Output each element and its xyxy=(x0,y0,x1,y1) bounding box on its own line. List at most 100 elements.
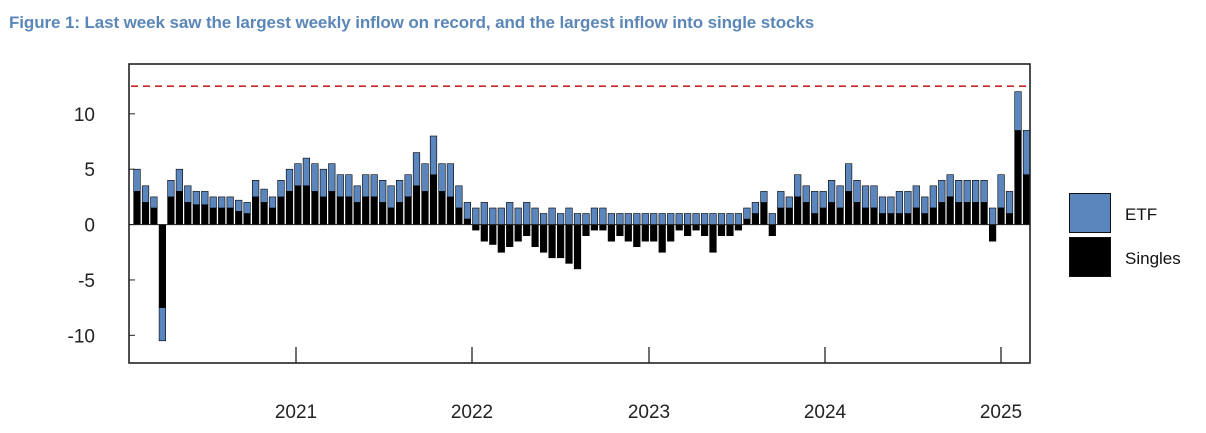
x-tick-label: 2021 xyxy=(275,402,317,423)
bar-etf xyxy=(1005,191,1014,214)
bar-etf xyxy=(802,185,810,203)
bar-singles xyxy=(226,207,234,225)
y-tick-label: -5 xyxy=(78,271,95,292)
bar-singles xyxy=(379,202,387,225)
bar-singles xyxy=(700,224,709,237)
bar-etf xyxy=(514,207,522,225)
bar-etf xyxy=(582,213,590,225)
bar-etf xyxy=(836,185,844,209)
bar-singles xyxy=(802,202,810,225)
bar-singles xyxy=(455,207,463,225)
bar-etf xyxy=(235,199,243,212)
bar-singles xyxy=(582,224,590,237)
bar-singles xyxy=(506,224,514,248)
bar-etf xyxy=(751,202,759,214)
bar-singles xyxy=(370,196,378,225)
bar-singles xyxy=(607,224,615,242)
bar-singles xyxy=(421,191,429,225)
bar-etf xyxy=(667,213,675,225)
bar-etf xyxy=(218,196,226,209)
bar-singles xyxy=(150,207,158,225)
bar-singles xyxy=(218,207,226,225)
bar-singles xyxy=(768,224,776,237)
bar-singles xyxy=(311,191,319,225)
bar-singles xyxy=(971,202,980,225)
bar-etf xyxy=(904,191,912,214)
bar-singles xyxy=(463,218,472,225)
bar-singles xyxy=(929,207,937,225)
bar-singles xyxy=(726,224,734,237)
bar-singles xyxy=(717,224,726,237)
bar-etf xyxy=(531,207,539,225)
bar-singles xyxy=(209,207,217,225)
bar-etf xyxy=(175,168,184,192)
bar-etf xyxy=(252,180,260,198)
bar-singles xyxy=(192,204,200,225)
bar-singles xyxy=(870,207,878,225)
bar-etf xyxy=(692,213,700,225)
bar-etf xyxy=(565,207,573,225)
y-tick-label: 0 xyxy=(84,216,95,237)
bar-singles xyxy=(158,224,167,309)
bar-singles xyxy=(141,202,150,225)
legend-label-singles: Singles xyxy=(1125,249,1181,268)
bar-etf xyxy=(387,185,395,209)
x-tick-label: 2023 xyxy=(628,402,670,423)
bar-singles xyxy=(175,191,184,225)
bar-singles xyxy=(785,207,793,225)
bar-etf xyxy=(633,213,641,225)
bar-singles xyxy=(980,202,988,225)
bar-etf xyxy=(768,213,776,225)
bar-singles xyxy=(895,213,903,225)
bar-singles xyxy=(167,196,175,225)
bar-singles xyxy=(497,224,505,253)
bar-etf xyxy=(472,207,480,225)
bar-etf xyxy=(641,213,649,225)
bar-etf xyxy=(844,163,853,192)
bar-etf xyxy=(133,168,141,192)
bar-singles xyxy=(285,191,294,225)
bar-etf xyxy=(319,168,328,198)
bar-etf xyxy=(226,196,234,209)
bar-singles xyxy=(844,191,853,225)
bar-etf xyxy=(853,180,861,203)
bar-etf xyxy=(294,163,302,187)
bar-singles xyxy=(675,224,683,231)
bar-singles xyxy=(861,207,870,225)
bar-etf xyxy=(794,174,802,198)
bar-etf xyxy=(946,174,954,198)
bar-singles xyxy=(514,224,522,242)
bar-singles xyxy=(743,218,751,225)
bar-etf xyxy=(658,213,666,225)
bar-etf xyxy=(523,202,531,225)
bar-singles xyxy=(836,207,844,225)
bar-etf xyxy=(421,163,429,192)
bar-singles xyxy=(827,202,836,225)
bar-singles xyxy=(760,202,768,225)
bar-etf xyxy=(955,180,963,203)
x-axis: 2021 2022 2023 2024 2025 xyxy=(275,347,1022,423)
x-tick-label: 2024 xyxy=(804,402,847,423)
bar-singles xyxy=(294,185,302,225)
bar-singles xyxy=(353,202,361,225)
bar-etf xyxy=(1014,91,1022,131)
bar-singles xyxy=(328,191,336,225)
bar-singles xyxy=(599,224,607,231)
bar-etf xyxy=(988,207,997,225)
bar-etf xyxy=(480,202,488,225)
bar-etf xyxy=(878,196,887,214)
bar-etf xyxy=(743,207,751,220)
bar-singles xyxy=(811,213,819,225)
bar-etf xyxy=(362,174,370,198)
bar-etf xyxy=(726,213,734,225)
bar-etf xyxy=(158,307,167,342)
bar-singles xyxy=(921,213,929,225)
legend-swatch-etf xyxy=(1069,193,1111,233)
bar-etf xyxy=(819,191,827,209)
bar-etf xyxy=(150,196,158,209)
bar-etf xyxy=(201,191,209,205)
bar-etf xyxy=(429,135,438,176)
bar-singles xyxy=(751,213,759,225)
bar-etf xyxy=(345,174,353,198)
